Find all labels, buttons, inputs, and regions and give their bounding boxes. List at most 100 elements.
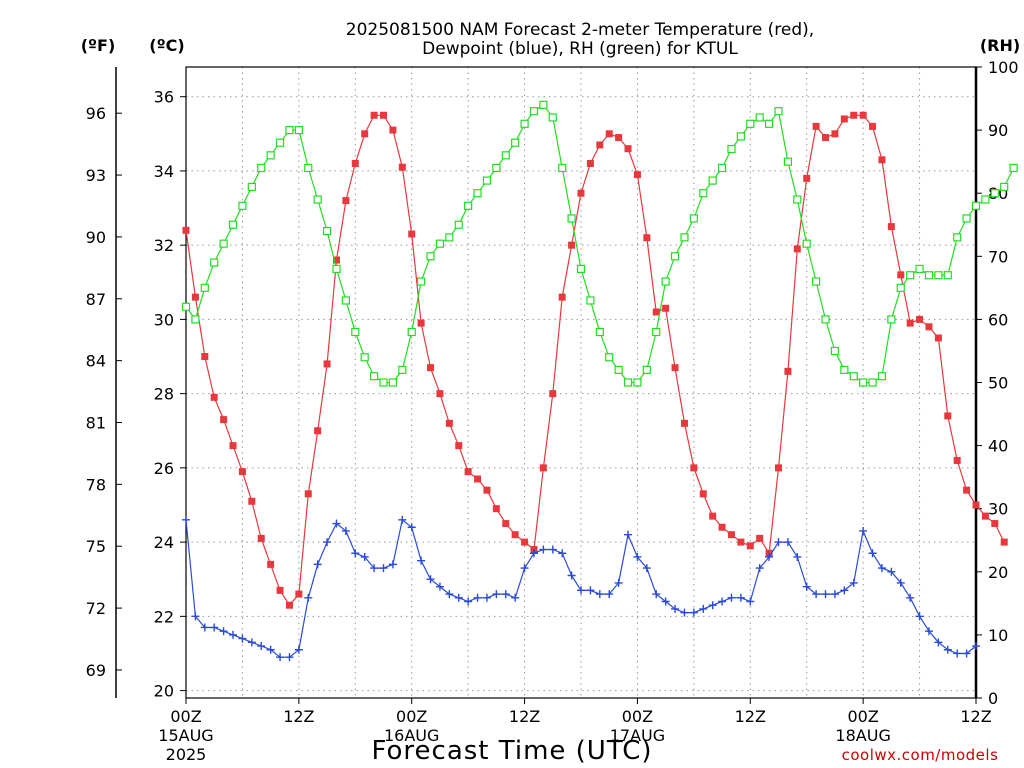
temperature-point xyxy=(831,130,839,138)
dewpoint-point xyxy=(426,575,435,584)
rh-point xyxy=(764,119,774,128)
dewpoint-point xyxy=(765,552,774,561)
dewpoint-point xyxy=(859,526,868,535)
temperature-point xyxy=(944,412,952,420)
temperature-point xyxy=(511,531,519,539)
rh-point xyxy=(633,378,642,387)
temperature-point xyxy=(483,486,491,494)
rh-point xyxy=(228,220,238,229)
rh-point xyxy=(435,239,445,248)
dewpoint-point xyxy=(210,623,219,632)
dewpoint-point xyxy=(736,593,745,602)
temperature-point xyxy=(323,360,331,368)
x-axis-title: Forecast Time (UTC) xyxy=(371,736,652,766)
rh-point xyxy=(360,353,369,362)
rh-point xyxy=(652,327,661,337)
unit-celsius-label: (ºC) xyxy=(149,36,184,55)
x-tick-label: 12Z xyxy=(960,707,991,726)
rh-point xyxy=(953,233,962,242)
unit-rh-label: (RH) xyxy=(980,36,1020,55)
temperature-point xyxy=(229,442,237,450)
rh-point xyxy=(642,365,651,374)
dewpoint-point xyxy=(247,638,256,647)
rh-point xyxy=(369,372,379,381)
rh-point xyxy=(906,271,915,280)
temperature-point xyxy=(464,468,472,476)
fahrenheit-tick-label: 93 xyxy=(86,166,106,185)
series-temperature xyxy=(182,111,1008,609)
dewpoint-point xyxy=(586,586,595,595)
temperature-point xyxy=(521,538,529,546)
rh-point xyxy=(746,119,755,128)
rh-point xyxy=(285,125,294,135)
rh-point xyxy=(294,125,303,135)
dewpoint-point xyxy=(896,578,905,587)
temperature-point xyxy=(276,586,284,594)
rh-point xyxy=(492,163,501,173)
rh-point xyxy=(341,296,350,305)
temperature-point xyxy=(615,134,623,142)
celsius-tick-label: 20 xyxy=(154,682,174,701)
dewpoint-point xyxy=(934,638,943,647)
dewpoint-point xyxy=(633,552,642,561)
rh-tick-label: 70 xyxy=(988,247,1008,266)
rh-point xyxy=(783,157,793,166)
fahrenheit-tick-label: 84 xyxy=(86,352,106,371)
dewpoint-point xyxy=(285,653,294,662)
temperature-point xyxy=(586,160,594,168)
rh-tick-label: 40 xyxy=(988,437,1008,456)
dewpoint-point xyxy=(482,593,491,602)
temperature-point xyxy=(981,512,989,520)
rh-point xyxy=(388,378,398,387)
celsius-tick-label: 36 xyxy=(154,88,174,107)
rh-tick-label: 0 xyxy=(988,689,998,708)
temperature-point xyxy=(934,334,942,342)
series-dewpoint xyxy=(182,515,980,662)
rh-point xyxy=(689,214,698,223)
rh-point xyxy=(859,378,868,387)
dewpoint-point xyxy=(229,630,238,639)
dewpoint-point xyxy=(191,612,200,621)
rh-tick-label: 50 xyxy=(988,374,1008,393)
dewpoint-point xyxy=(727,593,736,602)
dewpoint-point xyxy=(812,590,821,599)
temperature-point xyxy=(455,442,463,450)
temperature-point xyxy=(897,271,905,279)
temperature-point xyxy=(643,234,651,242)
rh-point xyxy=(934,271,943,280)
dewpoint-point xyxy=(699,604,708,613)
rh-point xyxy=(332,264,341,274)
dewpoint-point xyxy=(689,608,698,617)
rh-tick-label: 20 xyxy=(988,563,1008,582)
dewpoint-point xyxy=(962,649,971,658)
celsius-tick-label: 30 xyxy=(154,310,174,329)
dewpoint-point xyxy=(388,560,397,569)
temperature-point xyxy=(859,111,867,119)
dewpoint-point xyxy=(953,649,962,658)
temperature-point xyxy=(840,115,848,123)
temperature-point xyxy=(332,256,340,264)
dewpoint-point xyxy=(360,552,369,561)
rh-point xyxy=(181,302,191,311)
dewpoint-point xyxy=(323,538,332,547)
rh-point xyxy=(257,163,266,173)
rh-point xyxy=(379,378,388,387)
rh-point xyxy=(840,365,849,374)
temperature-point xyxy=(492,505,500,513)
rh-point xyxy=(971,201,981,210)
rh-point xyxy=(313,195,322,204)
temperature-point xyxy=(953,456,961,464)
dewpoint-point xyxy=(680,608,689,617)
temperature-point xyxy=(285,601,293,609)
temperature-point xyxy=(793,245,801,253)
temperature-point xyxy=(991,520,999,528)
temperature-point xyxy=(709,512,717,520)
rh-point xyxy=(464,201,473,210)
rh-point xyxy=(558,163,567,173)
rh-point xyxy=(238,201,247,210)
rh-point xyxy=(802,239,811,248)
credit-text: coolwx.com/models xyxy=(842,746,999,764)
dewpoint-point xyxy=(821,590,830,599)
dewpoint-point xyxy=(642,564,651,573)
rh-point xyxy=(812,277,821,286)
